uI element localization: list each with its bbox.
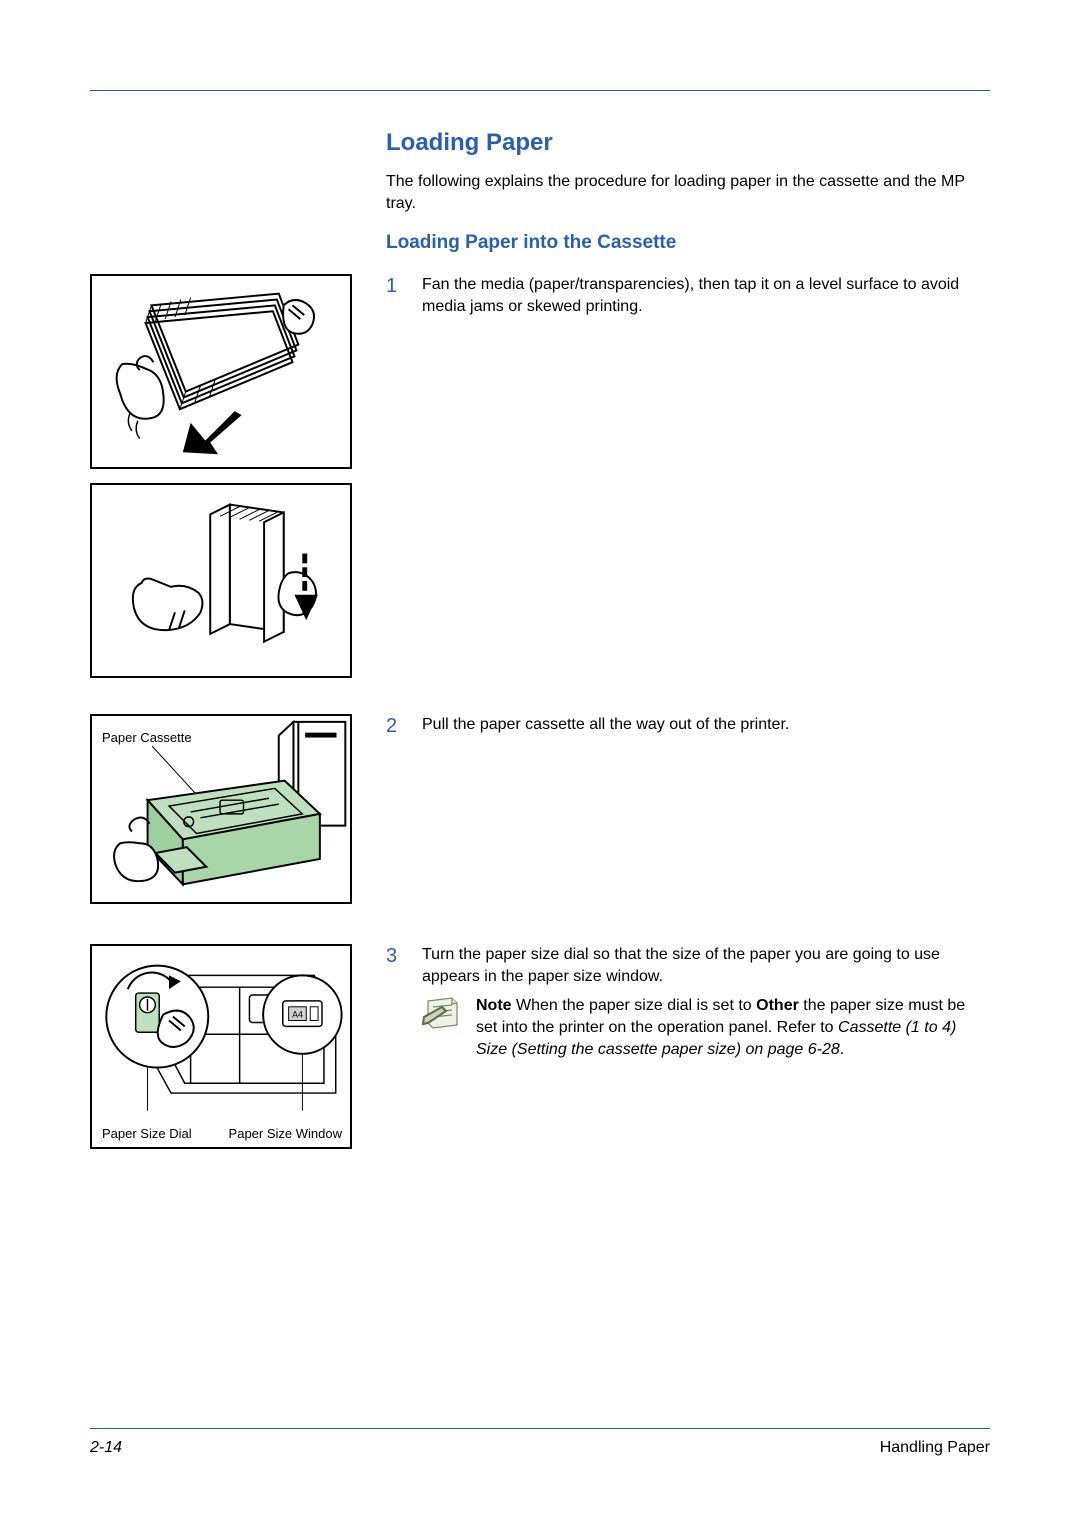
figure-pull-cassette: Paper Cassette [90, 714, 352, 904]
note-bold-other: Other [756, 997, 799, 1014]
section-title: Loading Paper [386, 129, 990, 157]
step-1: 1 Fan the media (paper/transparencies), … [386, 274, 990, 678]
subsection-title: Loading Paper into the Cassette [386, 232, 990, 254]
step-3-number: 3 [386, 944, 410, 1060]
footer-page-number: 2-14 [90, 1439, 122, 1457]
fig4-label-window: Paper Size Window [229, 1126, 342, 1141]
title-block: Loading Paper The following explains the… [386, 129, 990, 268]
fig3-callout-line [152, 746, 196, 794]
figure-size-dial: A4 Paper Size Dial Paper Size Window [90, 944, 352, 1149]
footer-section: Handling Paper [880, 1439, 990, 1457]
fig4-label-dial: Paper Size Dial [102, 1126, 192, 1141]
figure-size-dial-svg: A4 [92, 946, 350, 1147]
footer: 2-14 Handling Paper [90, 1428, 990, 1457]
note-block: Note When the paper size dial is set to … [422, 995, 990, 1060]
note-prefix: When the paper size dial is set to [512, 997, 757, 1014]
fig3-label-cassette: Paper Cassette [102, 730, 192, 745]
step-2-text: Pull the paper cassette all the way out … [422, 714, 990, 738]
figures-step2: Paper Cassette [90, 714, 370, 904]
step-3-text-wrap: Turn the paper size dial so that the siz… [422, 944, 990, 1060]
step-1-text: Fan the media (paper/transparencies), th… [422, 274, 990, 317]
note-text: Note When the paper size dial is set to … [476, 995, 990, 1060]
step-2: 2 Pull the paper cassette all the way ou… [386, 714, 990, 904]
figures-step1 [90, 274, 370, 678]
content-grid: Loading Paper The following explains the… [90, 129, 990, 1149]
left-spacer-1 [90, 129, 370, 268]
page: Loading Paper The following explains the… [0, 0, 1080, 1527]
figure-fan-paper-svg [92, 276, 350, 467]
figure-tap-paper [90, 483, 352, 678]
step-3: 3 Turn the paper size dial so that the s… [386, 944, 990, 1149]
note-label: Note [476, 997, 512, 1014]
step-3-text: Turn the paper size dial so that the siz… [422, 944, 990, 987]
intro-paragraph: The following explains the procedure for… [386, 171, 990, 214]
step-2-number: 2 [386, 714, 410, 738]
figure-tap-paper-svg [92, 485, 350, 676]
figure-fan-paper [90, 274, 352, 469]
note-suffix: . [840, 1041, 844, 1058]
figures-step3: A4 Paper Size Dial Paper Size Window [90, 944, 370, 1149]
top-rule [90, 90, 990, 91]
svg-text:A4: A4 [292, 1010, 303, 1020]
step-1-number: 1 [386, 274, 410, 317]
note-icon [422, 995, 466, 1060]
